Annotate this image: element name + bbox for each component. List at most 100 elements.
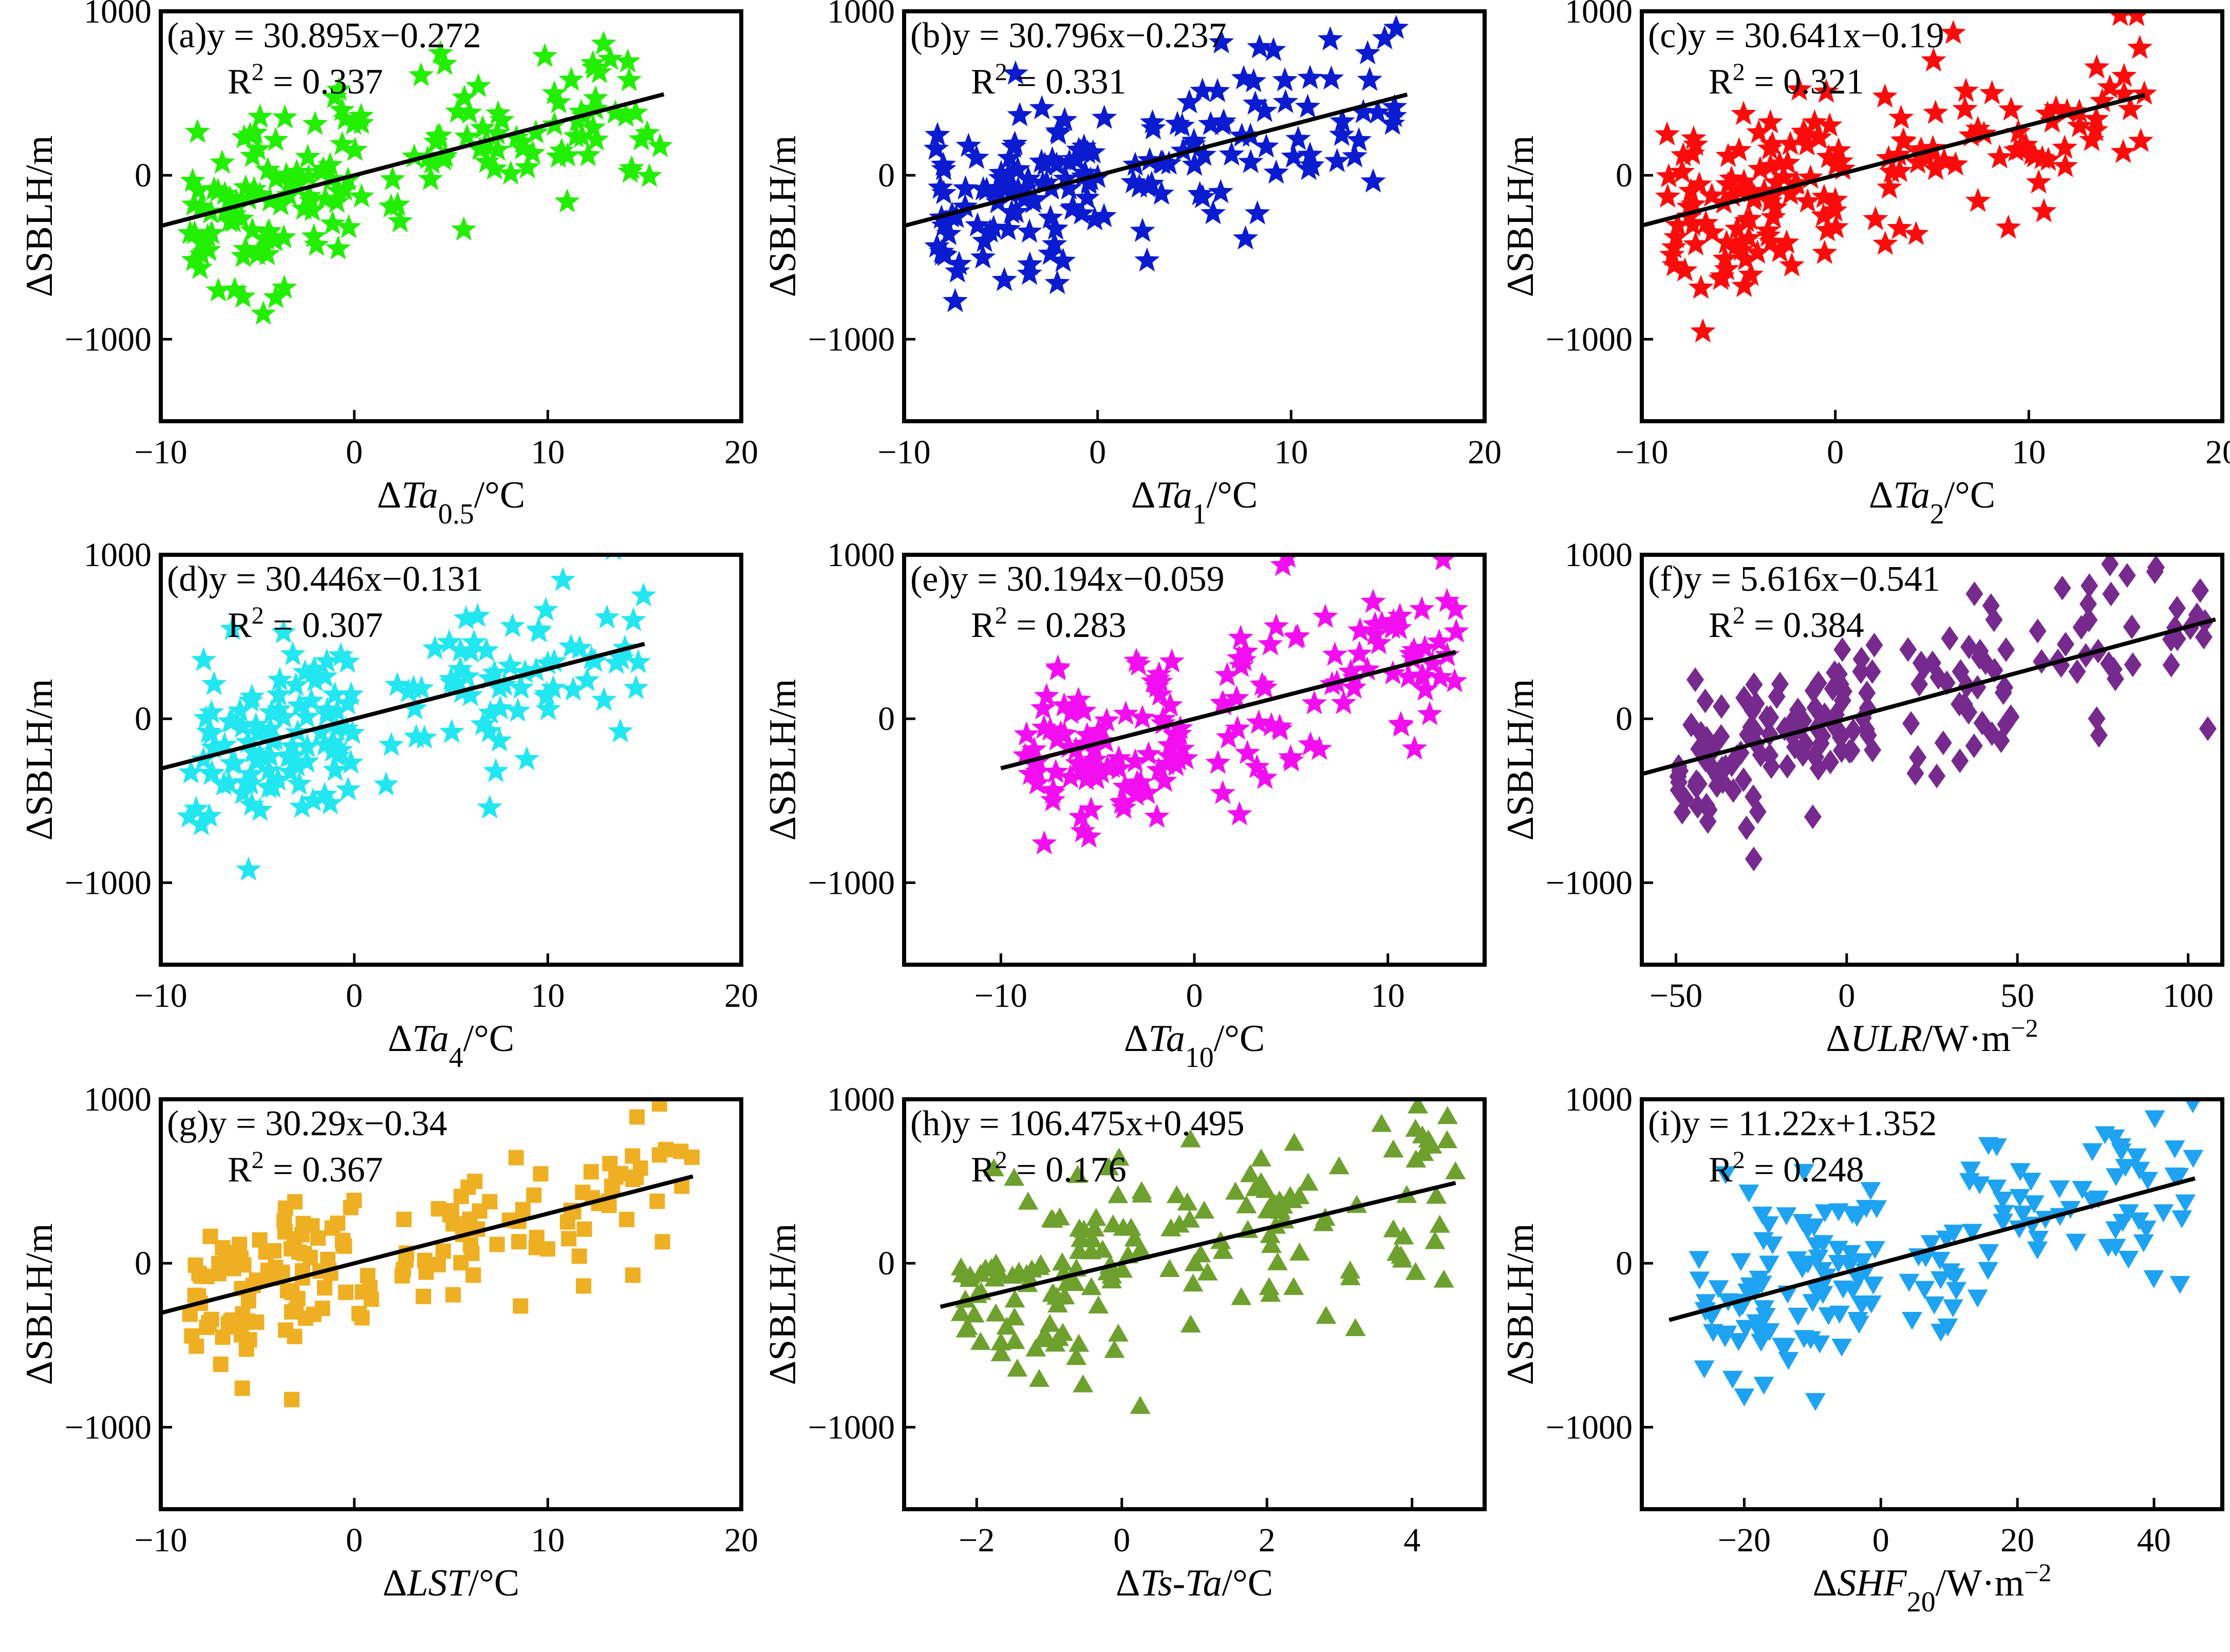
data-point bbox=[1263, 159, 1289, 184]
data-point bbox=[1754, 1300, 1775, 1319]
data-point bbox=[237, 771, 264, 795]
data-point bbox=[1074, 722, 1100, 746]
data-point bbox=[1072, 730, 1098, 755]
data-point bbox=[1788, 1307, 1809, 1326]
data-point bbox=[1299, 152, 1325, 177]
data-point bbox=[318, 166, 344, 191]
data-point bbox=[571, 1248, 587, 1264]
data-point bbox=[2084, 54, 2110, 79]
data-point bbox=[1764, 169, 1789, 194]
data-point bbox=[1723, 752, 1741, 777]
data-point bbox=[591, 687, 617, 711]
data-point bbox=[1039, 1313, 1060, 1332]
x-label-variable: LST bbox=[406, 1562, 471, 1604]
r2-symbol: R bbox=[1709, 1150, 1733, 1190]
data-point bbox=[1317, 26, 1343, 50]
data-point bbox=[1120, 169, 1146, 194]
data-point bbox=[1267, 1252, 1288, 1270]
data-point bbox=[1252, 98, 1278, 122]
data-point bbox=[304, 232, 329, 256]
x-axis-label: ΔTa2/°C bbox=[1869, 474, 1995, 530]
data-point bbox=[1224, 685, 1249, 709]
data-point bbox=[1225, 716, 1250, 740]
data-point bbox=[1354, 656, 1380, 681]
data-point bbox=[222, 276, 248, 301]
data-point bbox=[1088, 1296, 1109, 1314]
data-point bbox=[1284, 1133, 1305, 1151]
data-point bbox=[1753, 1377, 1774, 1395]
data-point bbox=[255, 157, 280, 181]
data-point bbox=[1872, 231, 1898, 255]
data-point bbox=[326, 77, 352, 101]
data-point bbox=[623, 674, 649, 699]
data-point bbox=[1931, 147, 1957, 172]
data-point bbox=[1715, 1166, 1736, 1185]
data-point bbox=[1682, 132, 1709, 156]
data-point bbox=[199, 220, 224, 245]
data-point bbox=[964, 144, 989, 169]
data-point bbox=[1876, 145, 1902, 170]
data-point bbox=[2029, 618, 2047, 644]
r2-value: = 0.283 bbox=[1007, 606, 1127, 645]
data-point bbox=[484, 120, 510, 145]
data-point bbox=[324, 715, 349, 740]
data-point bbox=[447, 656, 473, 681]
data-point bbox=[1318, 65, 1344, 90]
data-point bbox=[1238, 149, 1264, 173]
data-point bbox=[1003, 199, 1029, 223]
data-point bbox=[1017, 260, 1042, 285]
data-point bbox=[1053, 165, 1079, 190]
data-point bbox=[314, 701, 341, 726]
regression-line bbox=[1000, 650, 1456, 771]
data-point bbox=[284, 159, 310, 183]
data-point bbox=[1131, 1181, 1152, 1199]
data-point bbox=[649, 1193, 665, 1209]
data-point bbox=[1737, 815, 1755, 840]
data-point bbox=[1941, 626, 1959, 651]
data-point bbox=[1872, 83, 1898, 108]
data-point bbox=[279, 742, 305, 766]
data-point bbox=[1069, 200, 1095, 224]
data-point bbox=[1656, 163, 1682, 187]
data-point bbox=[256, 218, 282, 242]
data-point bbox=[240, 1293, 256, 1309]
data-point bbox=[1749, 1270, 1770, 1289]
regression-line bbox=[1642, 617, 2216, 776]
r2-symbol: R bbox=[971, 62, 995, 102]
data-point bbox=[188, 1257, 203, 1273]
data-point bbox=[1995, 214, 2021, 239]
data-point bbox=[489, 1236, 505, 1252]
data-point bbox=[245, 136, 271, 161]
data-point bbox=[2088, 706, 2106, 731]
data-point bbox=[1817, 112, 1843, 137]
panel-label: (i) bbox=[1648, 1104, 1682, 1143]
data-point bbox=[1783, 171, 1808, 195]
data-point bbox=[1253, 133, 1279, 158]
data-point bbox=[212, 180, 238, 205]
x-axis-label: ΔTa4/°C bbox=[388, 1018, 514, 1074]
data-point bbox=[1863, 206, 1888, 231]
data-point bbox=[1089, 759, 1114, 783]
data-point bbox=[1786, 76, 1812, 101]
data-point bbox=[2020, 1172, 2041, 1191]
data-point bbox=[1852, 647, 1870, 672]
data-point bbox=[1425, 1231, 1446, 1249]
data-point bbox=[651, 1147, 667, 1163]
data-point bbox=[1712, 246, 1738, 270]
data-point bbox=[268, 191, 294, 216]
data-point bbox=[1940, 20, 1966, 44]
regression-equation: (h)y = 106.475x+0.495 bbox=[910, 1104, 1245, 1143]
plot-frame bbox=[159, 1097, 743, 1511]
data-point bbox=[308, 719, 334, 744]
data-point bbox=[277, 759, 303, 783]
data-point bbox=[418, 166, 443, 191]
data-point bbox=[299, 197, 325, 221]
data-point bbox=[575, 1185, 591, 1200]
data-point bbox=[1434, 588, 1460, 612]
r2-superscript: 2 bbox=[1733, 1147, 1745, 1174]
data-point bbox=[432, 50, 458, 75]
data-point bbox=[1779, 252, 1805, 277]
r2-value: = 0.176 bbox=[1007, 1150, 1127, 1190]
equation-text: y = 30.895x−0.272 bbox=[207, 16, 481, 55]
data-point bbox=[348, 110, 374, 135]
